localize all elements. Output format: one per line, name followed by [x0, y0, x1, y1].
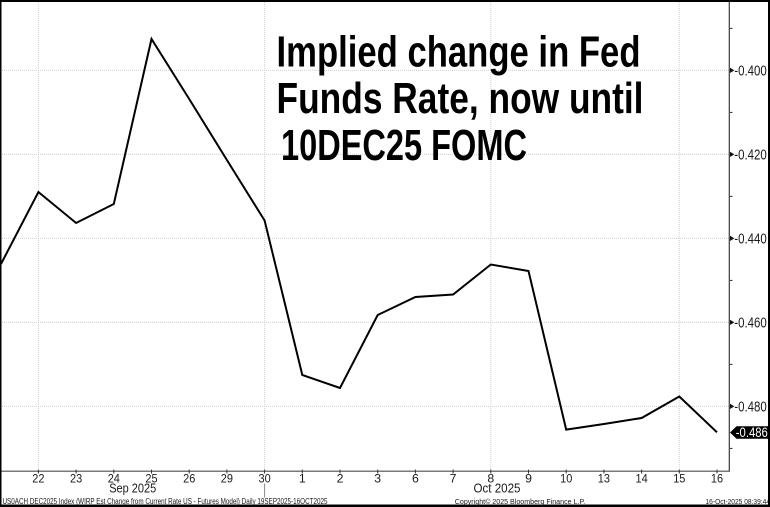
- svg-text:-0.460: -0.460: [734, 315, 767, 331]
- svg-text:22: 22: [32, 471, 44, 485]
- svg-text:10: 10: [560, 471, 572, 485]
- svg-text:Sep 2025: Sep 2025: [109, 481, 156, 496]
- svg-text:7: 7: [450, 471, 457, 485]
- svg-text:-0.440: -0.440: [734, 231, 767, 247]
- svg-text:-0.420: -0.420: [734, 147, 767, 163]
- svg-text:Oct 2025: Oct 2025: [474, 481, 521, 496]
- svg-text:6: 6: [412, 471, 419, 485]
- svg-text:1: 1: [299, 471, 306, 485]
- svg-text:10DEC25 FOMC: 10DEC25 FOMC: [281, 122, 527, 170]
- svg-text:13: 13: [598, 471, 610, 485]
- svg-text:Funds Rate, now until: Funds Rate, now until: [277, 75, 644, 123]
- svg-text:US0ACH DEC2025 Index (WIRP Est: US0ACH DEC2025 Index (WIRP Est Change fr…: [3, 497, 328, 506]
- svg-text:24: 24: [108, 471, 120, 485]
- svg-text:16-Oct-2025 08:39:44: 16-Oct-2025 08:39:44: [706, 497, 770, 506]
- svg-text:Implied change in Fed: Implied change in Fed: [277, 29, 641, 77]
- svg-text:-0.480: -0.480: [734, 399, 767, 415]
- svg-text:29: 29: [221, 471, 233, 485]
- svg-text:30: 30: [259, 471, 271, 485]
- svg-text:-0.486: -0.486: [736, 425, 768, 440]
- svg-text:16: 16: [711, 471, 723, 485]
- svg-text:15: 15: [673, 471, 685, 485]
- svg-text:23: 23: [70, 471, 82, 485]
- svg-text:-0.400: -0.400: [734, 63, 767, 79]
- svg-text:8: 8: [487, 471, 494, 485]
- svg-text:2: 2: [337, 471, 344, 485]
- svg-text:26: 26: [183, 471, 195, 485]
- svg-text:Copyright© 2025 Bloomberg Fina: Copyright© 2025 Bloomberg Finance L.P.: [455, 497, 586, 506]
- svg-text:14: 14: [636, 471, 648, 485]
- svg-text:3: 3: [374, 471, 381, 485]
- svg-text:9: 9: [525, 471, 532, 485]
- svg-text:25: 25: [145, 471, 157, 485]
